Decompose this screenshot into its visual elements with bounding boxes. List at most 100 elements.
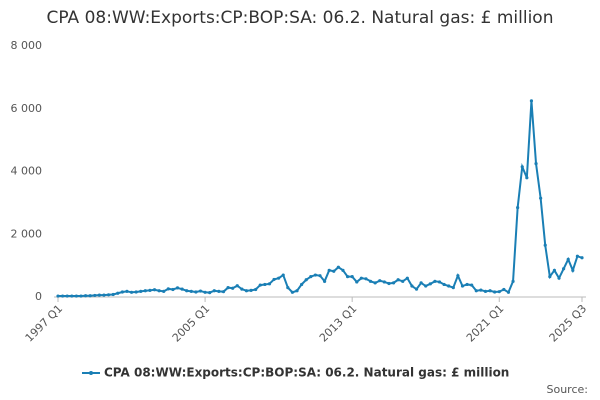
point [364,277,368,281]
point [557,276,561,280]
point [391,281,396,285]
point [382,280,386,284]
point [378,279,382,283]
point [175,286,180,290]
point [185,289,189,293]
point [139,289,143,293]
point [419,281,423,285]
point [162,289,166,293]
point [111,292,115,297]
point [116,291,120,295]
point [405,276,409,280]
point [189,289,193,293]
point [212,289,216,293]
y-tick-label: 4 000 [11,165,43,178]
point [148,288,152,293]
point [488,289,492,293]
x-tick-label: 2005 Q1 [170,302,213,345]
point [483,289,488,293]
point [235,284,239,288]
y-tick-label: 8 000 [11,39,43,52]
point [516,205,520,210]
point [456,274,460,278]
point [433,279,437,283]
point [502,287,506,292]
point [313,273,318,277]
point [562,267,566,271]
point [194,290,198,294]
point [401,279,405,283]
point [79,294,83,298]
point [396,278,400,282]
x-tick-label: 2025 Q3 [547,302,590,345]
chart-title: CPA 08:WW:Exports:CP:BOP:SA: 06.2. Natur… [47,8,554,28]
point [520,165,524,169]
point [106,293,111,297]
point [129,290,134,294]
point [304,278,308,282]
point [300,282,304,287]
point [368,279,373,283]
point [143,289,147,293]
point [479,288,483,292]
point [65,294,69,298]
x-tick-label: 1997 Q1 [23,302,66,345]
point [290,290,295,294]
point [442,282,446,287]
point [355,280,359,284]
point [424,284,428,288]
point [221,290,226,294]
point [474,289,478,293]
point [203,290,207,294]
point [309,275,313,279]
point [571,268,575,272]
point [548,275,552,279]
point [318,274,322,278]
point [263,282,267,287]
point [493,290,497,294]
point [566,257,570,261]
point [171,287,175,292]
point [525,176,529,180]
point [97,293,101,297]
point [529,99,534,103]
point [217,289,221,293]
point [56,294,60,298]
point [552,268,557,272]
point [102,293,106,297]
point [249,288,253,293]
point [180,287,184,291]
point [387,281,391,286]
point [166,287,170,291]
point [93,293,97,298]
point [120,290,124,294]
point [125,289,129,293]
point [410,284,414,288]
point [286,285,290,290]
y-tick-label: 6 000 [11,102,43,115]
point [295,289,299,293]
point [470,283,474,287]
point [198,289,203,293]
legend-label: CPA 08:WW:Exports:CP:BOP:SA: 06.2. Natur… [104,366,509,380]
point [60,294,65,298]
point [451,285,455,290]
point [460,284,465,288]
point [437,280,442,284]
point [88,294,92,298]
point [497,290,501,294]
point [327,268,331,272]
point [511,279,515,283]
point [373,281,377,285]
point [414,287,419,291]
point [152,288,157,292]
x-tick-label: 2021 Q1 [464,302,507,345]
point [580,256,584,260]
point [465,282,469,287]
point [157,289,161,293]
point [277,276,281,280]
point [575,254,580,258]
point [345,275,350,279]
point [534,162,538,166]
